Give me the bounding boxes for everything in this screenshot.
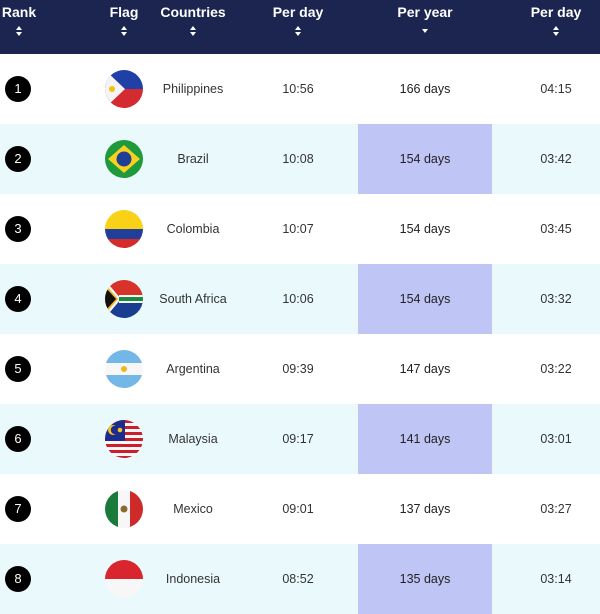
per-day-2-value: 03:01	[540, 432, 572, 446]
country-name: Philippines	[162, 82, 224, 96]
per-day-2-value: 03:27	[540, 502, 572, 516]
table-row: 1 Philippines 10:56 166 days 04:15	[0, 54, 600, 124]
country-name: Malaysia	[168, 432, 218, 446]
rank-badge: 6	[5, 426, 31, 452]
rank-column-header[interactable]: Rank	[0, 0, 38, 54]
countries-header-label: Countries	[160, 4, 226, 20]
per-year-highlight	[358, 264, 492, 334]
per-day-2-column-header[interactable]: Per day	[520, 0, 592, 54]
countries-column-header[interactable]: Countries	[150, 0, 236, 54]
malaysia-flag-icon	[105, 420, 143, 458]
rank-badge: 8	[5, 566, 31, 592]
rank-badge: 4	[5, 286, 31, 312]
colombia-flag-icon	[105, 210, 143, 248]
per-day-2-value: 03:45	[540, 222, 572, 236]
per-year-header-label: Per year	[397, 4, 453, 20]
country-name: Colombia	[166, 222, 220, 236]
rank-badge: 5	[5, 356, 31, 382]
per-day-2-header-label: Per day	[530, 4, 582, 20]
mexico-flag-icon	[105, 490, 143, 528]
country-name: Argentina	[166, 362, 220, 376]
per-year-value: 137 days	[399, 502, 451, 516]
table-row: 5 Argentina 09:39 147 days 03:22	[0, 334, 600, 404]
per-year-value: 154 days	[399, 292, 451, 306]
brazil-flag-icon	[105, 140, 143, 178]
argentina-flag-icon	[105, 350, 143, 388]
rank-header-label: Rank	[1, 4, 37, 20]
per-day-column-header[interactable]: Per day	[262, 0, 334, 54]
rank-badge: 1	[5, 76, 31, 102]
table-row: 8 Indonesia 08:52 135 days 03:14	[0, 544, 600, 614]
south-africa-flag-icon	[105, 280, 143, 318]
per-day-value: 09:01	[282, 502, 314, 516]
per-year-value: 147 days	[399, 362, 451, 376]
philippines-flag-icon	[105, 70, 143, 108]
per-day-value: 09:39	[282, 362, 314, 376]
per-year-column-header[interactable]: Per year	[358, 0, 492, 54]
per-day-header-label: Per day	[272, 4, 324, 20]
per-day-2-value: 03:14	[540, 572, 572, 586]
table-row: 6 Malaysia 09:17 141 days 03:01	[0, 404, 600, 474]
per-year-value: 135 days	[399, 572, 451, 586]
sort-both-icon[interactable]	[189, 25, 197, 37]
flag-header-label: Flag	[109, 4, 139, 20]
sort-both-icon[interactable]	[15, 25, 23, 37]
country-name: Brazil	[177, 152, 209, 166]
country-name: Indonesia	[165, 572, 221, 586]
per-day-2-value: 03:32	[540, 292, 572, 306]
per-day-2-value: 03:22	[540, 362, 572, 376]
per-year-value: 141 days	[399, 432, 451, 446]
flag-column-header[interactable]: Flag	[100, 0, 148, 54]
per-day-value: 10:06	[282, 292, 314, 306]
per-day-value: 08:52	[282, 572, 314, 586]
per-day-2-value: 04:15	[540, 82, 572, 96]
per-day-value: 10:08	[282, 152, 314, 166]
per-year-value: 154 days	[399, 222, 451, 236]
table-row: 3 Colombia 10:07 154 days 03:45	[0, 194, 600, 264]
sort-both-icon[interactable]	[552, 25, 560, 37]
table-row: 7 Mexico 09:01 137 days 03:27	[0, 474, 600, 544]
table-row: 2 Brazil 10:08 154 days 03:42	[0, 124, 600, 194]
per-year-value: 166 days	[399, 82, 451, 96]
per-day-value: 09:17	[282, 432, 314, 446]
rank-badge: 2	[5, 146, 31, 172]
sort-descending-icon[interactable]	[421, 25, 429, 37]
per-year-highlight	[358, 404, 492, 474]
rank-badge: 7	[5, 496, 31, 522]
rank-badge: 3	[5, 216, 31, 242]
per-day-2-value: 03:42	[540, 152, 572, 166]
sort-both-icon[interactable]	[294, 25, 302, 37]
table-row: 4 South Africa 10:06 154 days 03:32	[0, 264, 600, 334]
per-day-value: 10:07	[282, 222, 314, 236]
indonesia-flag-icon	[105, 560, 143, 598]
sort-both-icon[interactable]	[120, 25, 128, 37]
country-name: Mexico	[173, 502, 213, 516]
per-day-value: 10:56	[282, 82, 314, 96]
per-year-value: 154 days	[399, 152, 451, 166]
country-name: South Africa	[159, 292, 227, 306]
per-year-highlight	[358, 124, 492, 194]
table-header: Rank Flag Countries Per day Per year Per…	[0, 0, 600, 54]
